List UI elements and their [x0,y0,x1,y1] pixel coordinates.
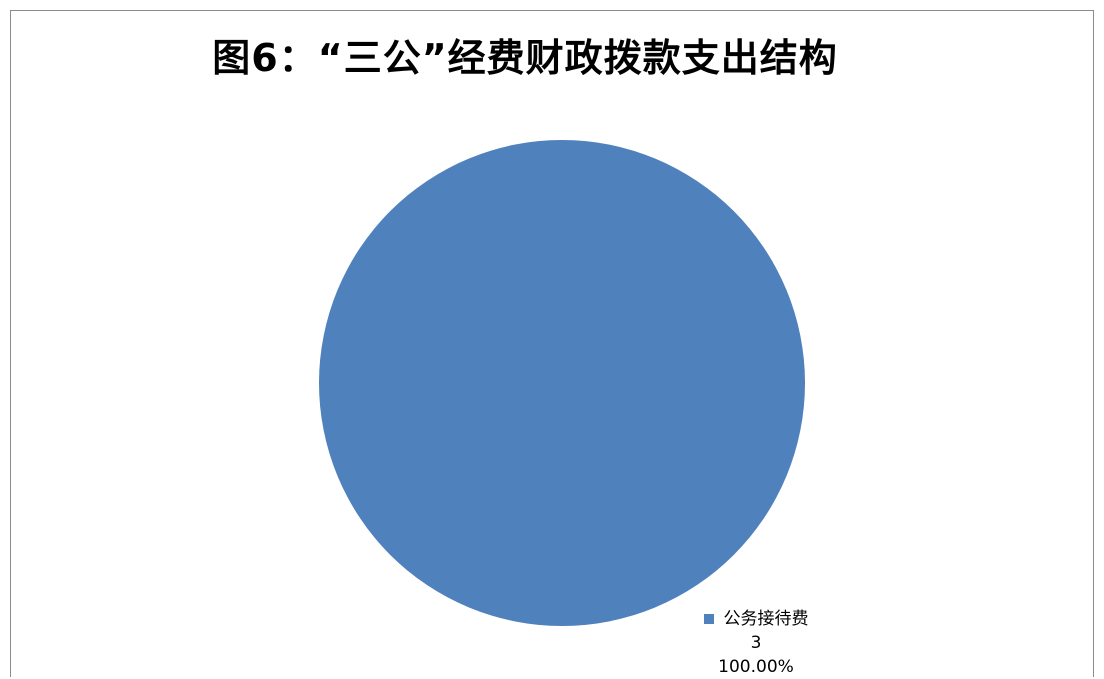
legend-key-icon [703,614,714,624]
chart-title: 图6：“三公”经费财政拨款支出结构 [212,36,838,80]
slice-label-name: 公务接待费 [723,609,809,629]
pie-chart [319,140,805,626]
pie-slice [319,140,805,626]
slice-label-value: 3 [750,633,762,653]
slice-data-label: 公务接待费 3 100.00% [681,607,831,679]
chart-frame: 图6：“三公”经费财政拨款支出结构 公务接待费 3 100.00% [10,10,1094,677]
slice-label-percent: 100.00% [718,657,794,677]
